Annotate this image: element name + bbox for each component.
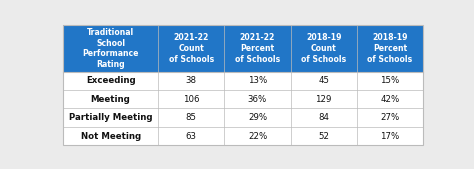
Text: 2021-22
Count
of Schools: 2021-22 Count of Schools: [169, 33, 214, 64]
Bar: [224, 26, 291, 72]
Bar: [224, 127, 291, 145]
Text: 2018-19
Percent
of Schools: 2018-19 Percent of Schools: [367, 33, 412, 64]
Bar: [291, 127, 357, 145]
Text: 2021-22
Percent
of Schools: 2021-22 Percent of Schools: [235, 33, 280, 64]
Bar: [158, 26, 224, 72]
Bar: [357, 72, 423, 90]
Text: Meeting: Meeting: [91, 95, 130, 104]
Text: 84: 84: [318, 113, 329, 122]
Text: 29%: 29%: [248, 113, 267, 122]
Bar: [158, 72, 224, 90]
Bar: [357, 90, 423, 108]
Text: 27%: 27%: [380, 113, 400, 122]
Bar: [63, 127, 158, 145]
Bar: [158, 90, 224, 108]
Bar: [63, 108, 158, 127]
Bar: [158, 127, 224, 145]
Bar: [291, 90, 357, 108]
Bar: [224, 72, 291, 90]
Bar: [291, 108, 357, 127]
Text: 52: 52: [318, 131, 329, 140]
Text: Not Meeting: Not Meeting: [81, 131, 141, 140]
Text: 129: 129: [316, 95, 332, 104]
Bar: [63, 72, 158, 90]
Text: Traditional
School
Performance
Rating: Traditional School Performance Rating: [82, 28, 139, 69]
Bar: [291, 72, 357, 90]
Bar: [224, 90, 291, 108]
Text: 42%: 42%: [380, 95, 400, 104]
Text: 15%: 15%: [380, 76, 400, 85]
Text: 36%: 36%: [248, 95, 267, 104]
Text: 22%: 22%: [248, 131, 267, 140]
Text: 17%: 17%: [380, 131, 400, 140]
Text: 13%: 13%: [248, 76, 267, 85]
Text: Exceeding: Exceeding: [86, 76, 136, 85]
Bar: [357, 26, 423, 72]
Text: 45: 45: [318, 76, 329, 85]
Bar: [357, 108, 423, 127]
Bar: [357, 127, 423, 145]
Text: 85: 85: [186, 113, 197, 122]
Bar: [63, 90, 158, 108]
Text: 63: 63: [186, 131, 197, 140]
Text: 38: 38: [186, 76, 197, 85]
Text: 106: 106: [183, 95, 200, 104]
Bar: [291, 26, 357, 72]
Bar: [158, 108, 224, 127]
Text: 2018-19
Count
of Schools: 2018-19 Count of Schools: [301, 33, 346, 64]
Text: Partially Meeting: Partially Meeting: [69, 113, 152, 122]
Bar: [224, 108, 291, 127]
Bar: [63, 26, 158, 72]
